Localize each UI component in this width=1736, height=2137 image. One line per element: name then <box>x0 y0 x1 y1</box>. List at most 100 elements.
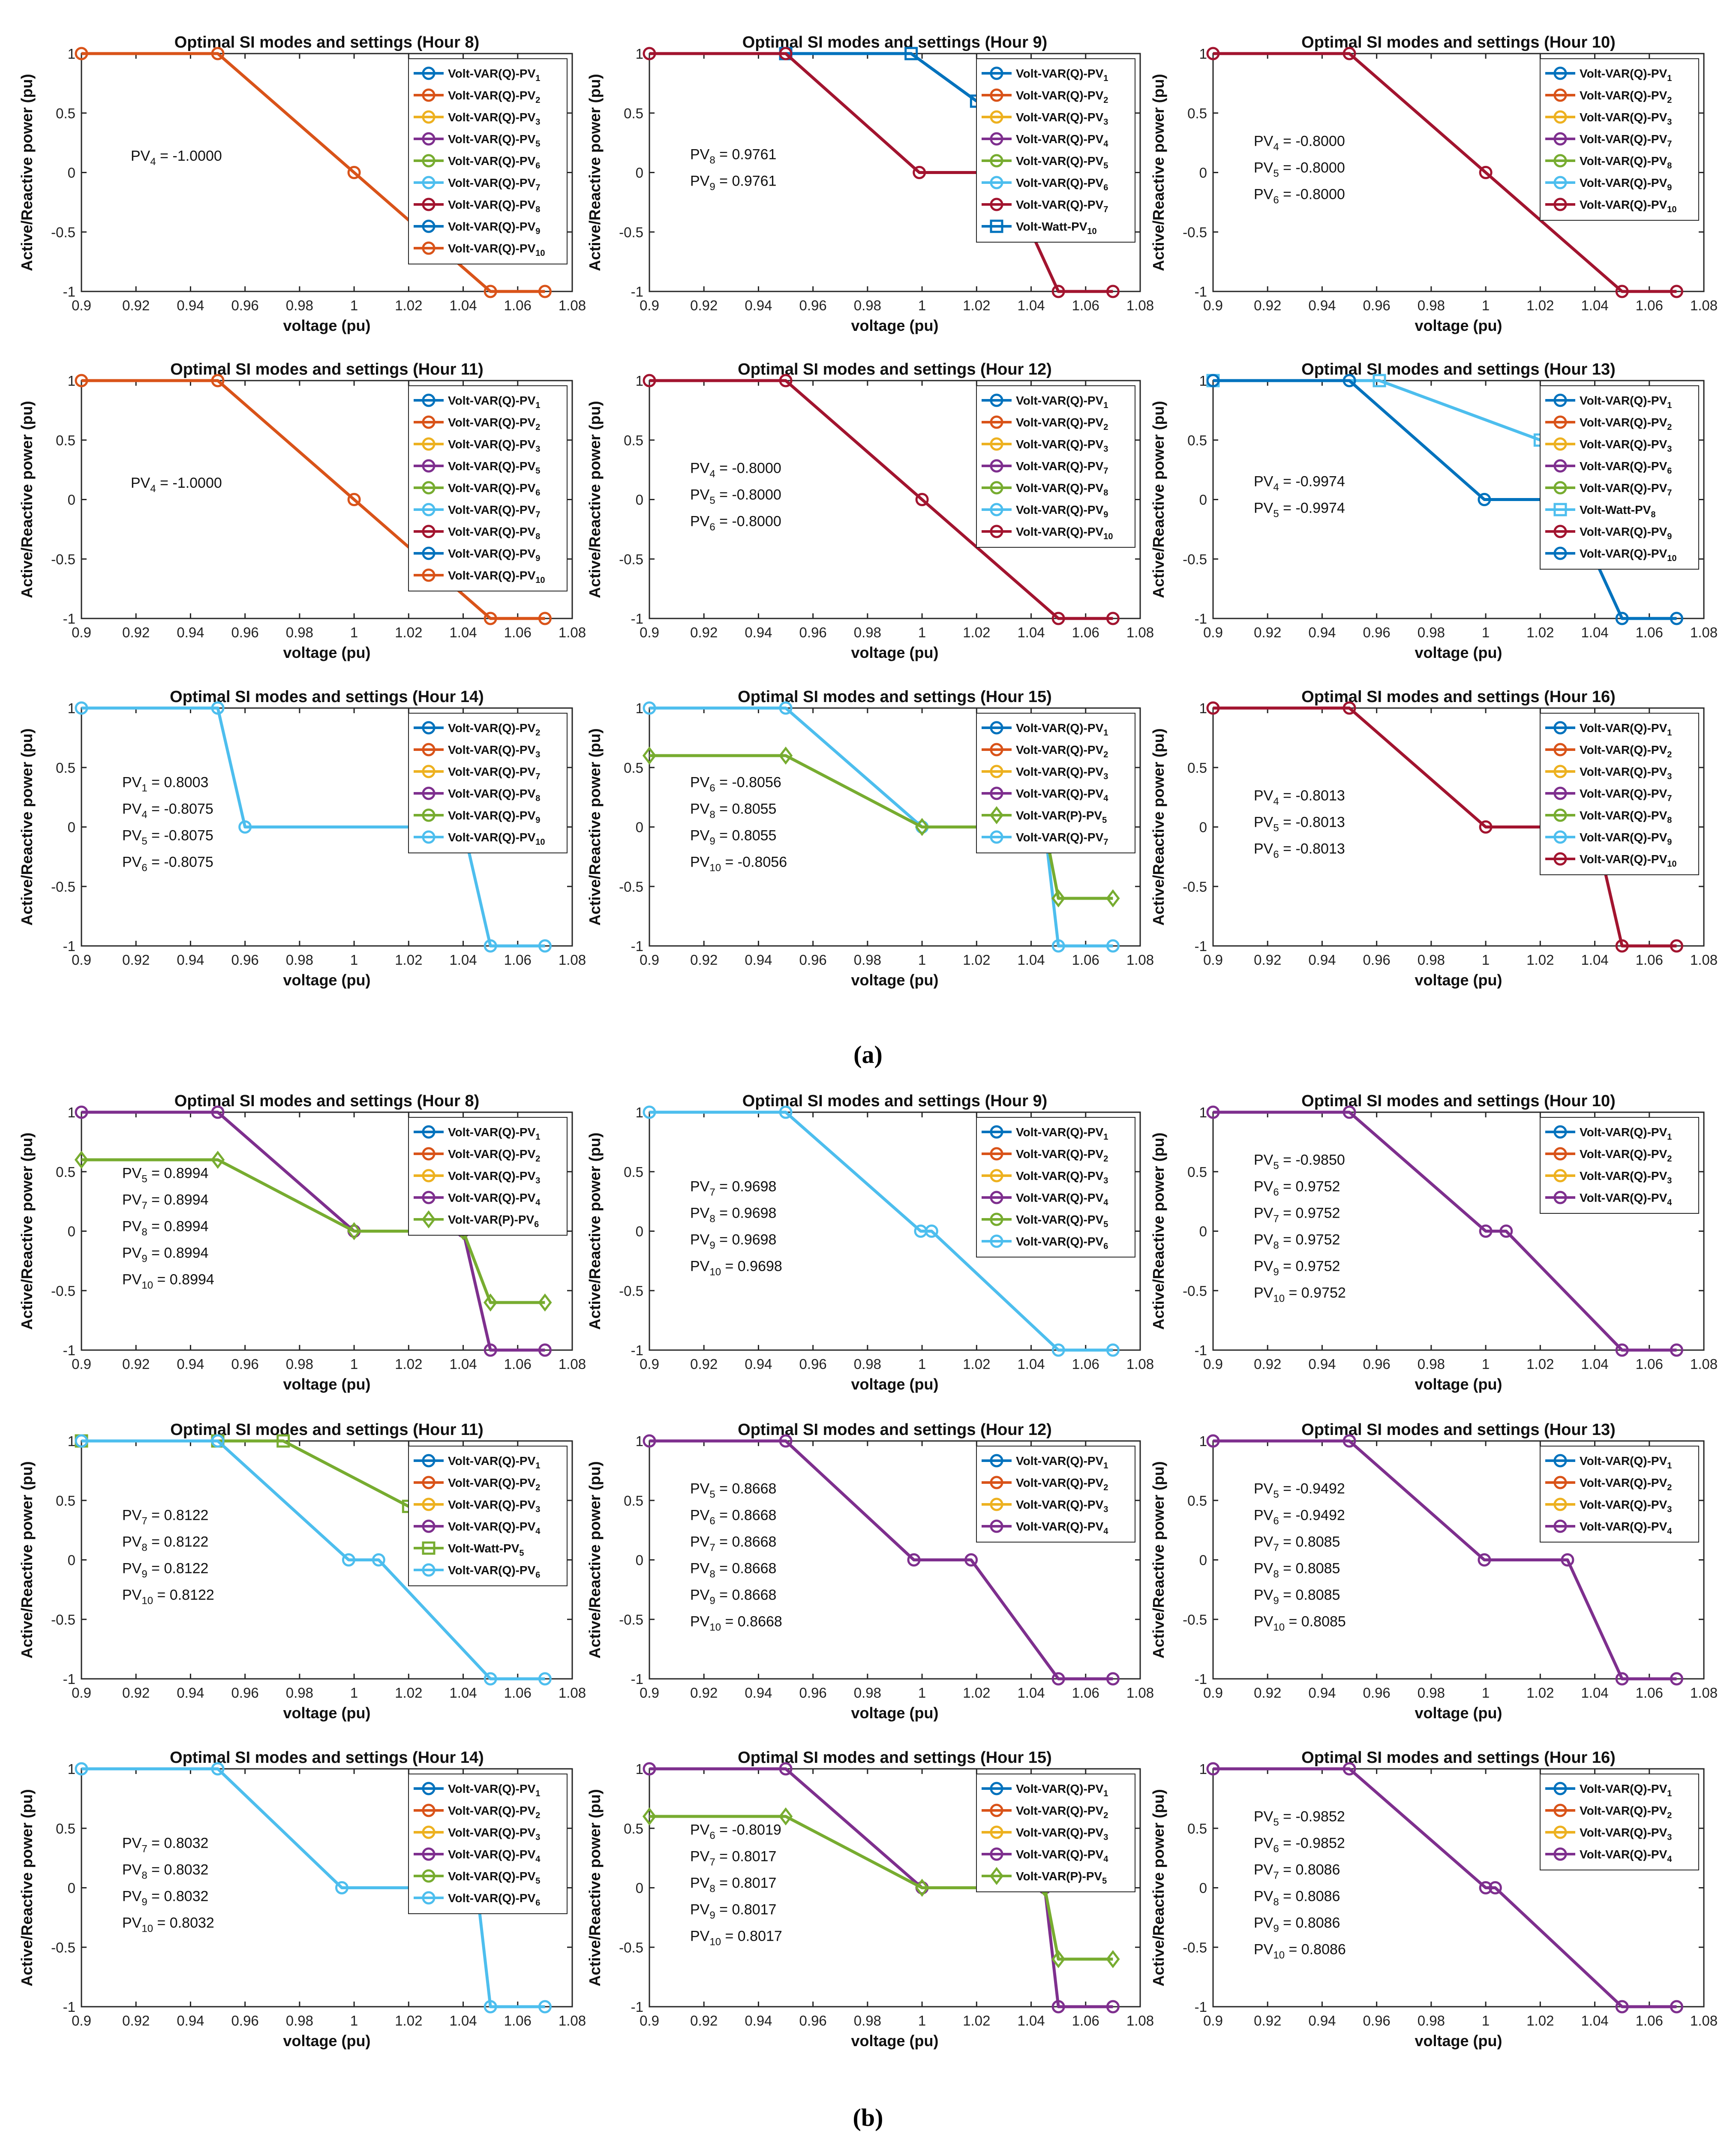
legend-marker <box>1553 481 1567 495</box>
x-tick-label: 0.9 <box>72 952 91 968</box>
annotation-text: PV8 = 0.9698 <box>690 1205 776 1225</box>
x-tick-label: 1.02 <box>963 1356 990 1372</box>
data-point <box>211 1434 225 1448</box>
annotation-text: PV9 = 0.8085 <box>1254 1587 1340 1607</box>
series-line-2 <box>1213 379 1677 620</box>
data-point <box>1051 1343 1065 1357</box>
legend-marker <box>422 1125 436 1139</box>
annotation-text: PV8 = 0.9752 <box>1254 1232 1340 1252</box>
panel-5: Optimal SI modes and settings (Hour 12) 0… <box>586 360 1154 661</box>
data-point <box>538 612 552 625</box>
annotation-text: PV4 = -0.9974 <box>1254 474 1345 493</box>
legend-marker <box>422 1476 436 1489</box>
x-tick-label: 0.9 <box>640 297 659 313</box>
legend-entry: Volt-VAR(Q)-PV2 <box>448 1804 540 1820</box>
y-tick-label: -0.5 <box>51 551 75 567</box>
legend-entry: Volt-VAR(Q)-PV2 <box>1580 1804 1672 1820</box>
data-point <box>1106 1950 1120 1969</box>
legend-entry: Volt-VAR(Q)-PV1 <box>1580 721 1672 738</box>
panel-12: Optimal SI modes and settings (Hour 10) 0… <box>1150 1092 1718 1393</box>
data-point <box>75 1105 88 1119</box>
y-tick-label: -0.5 <box>51 1939 75 1955</box>
y-tick-label: -1 <box>63 1671 75 1687</box>
x-tick-label: 0.94 <box>1308 297 1336 313</box>
x-tick-label: 0.9 <box>72 297 91 313</box>
x-tick-label: 0.96 <box>231 2013 259 2029</box>
x-tick-label: 1.08 <box>559 1685 586 1701</box>
legend-entry: Volt-VAR(Q)-PV10 <box>448 831 545 847</box>
legend-entry: Volt-VAR(Q)-PV2 <box>448 416 540 432</box>
annotation-text: PV7 = 0.8086 <box>1254 1862 1340 1882</box>
y-tick-label: 0 <box>1199 1552 1207 1568</box>
y-tick-label: 0 <box>68 165 75 181</box>
legend-entry: Volt-VAR(Q)-PV6 <box>1580 459 1672 476</box>
legend-marker <box>1553 393 1567 407</box>
legend-entry: Volt-VAR(Q)-PV7 <box>448 503 540 519</box>
annotation-text: PV9 = 0.8032 <box>122 1888 208 1908</box>
legend-marker <box>1553 1125 1567 1139</box>
data-point <box>1670 1343 1683 1357</box>
series-line-1 <box>649 379 1113 620</box>
legend-marker <box>1553 525 1567 538</box>
x-tick-label: 1.06 <box>1072 1685 1099 1701</box>
x-tick-label: 0.96 <box>1363 2013 1391 2029</box>
x-tick-label: 0.9 <box>640 1685 659 1701</box>
x-tick-label: 0.96 <box>799 1356 827 1372</box>
data-point <box>1561 1553 1574 1567</box>
series-line-1 <box>1213 52 1677 293</box>
legend-marker <box>990 743 1003 756</box>
legend-entry: Volt-VAR(Q)-PV3 <box>1580 765 1672 781</box>
legend-entry: Volt-VAR(Q)-PV3 <box>448 111 540 127</box>
x-tick-label: 0.9 <box>72 1356 91 1372</box>
y-tick-label: 1 <box>636 46 643 62</box>
legend-marker <box>990 1213 1003 1226</box>
y-tick-label: 0.5 <box>624 432 643 448</box>
data-point <box>75 701 88 715</box>
annotation-text: PV9 = 0.8017 <box>690 1902 776 1921</box>
panel-13: Optimal SI modes and settings (Hour 11)0… <box>18 1421 586 1722</box>
y-tick-label: 1 <box>68 1105 75 1120</box>
data-point <box>643 701 656 715</box>
y-axis-label: Active/Reactive power (pu) <box>586 1461 604 1658</box>
x-tick-label: 0.94 <box>177 1356 204 1372</box>
panel-8: Optimal SI modes and settings (Hour 15) 0… <box>586 688 1154 989</box>
legend-entry: Volt-VAR(Q)-PV1 <box>448 1126 540 1142</box>
y-tick-label: 0 <box>68 1880 75 1896</box>
data-point <box>347 1222 361 1240</box>
legend-marker <box>422 132 436 146</box>
y-tick-label: 1 <box>636 1761 643 1777</box>
legend-box <box>976 1117 1135 1258</box>
legend-marker <box>990 66 1003 80</box>
y-axis-label: Active/Reactive power (pu) <box>1150 1132 1167 1330</box>
legend-entry: Volt-VAR(Q)-PV1 <box>1016 1782 1108 1798</box>
x-tick-label: 1 <box>350 1356 358 1372</box>
annotation-text: PV5 = -0.8075 <box>122 828 213 847</box>
data-point <box>538 1672 552 1686</box>
x-axis-label: voltage (pu) <box>283 317 371 334</box>
y-tick-label: 0 <box>1199 819 1207 835</box>
legend-marker <box>990 481 1003 495</box>
data-point <box>372 1553 385 1567</box>
annotation-text: PV10 = 0.8994 <box>122 1272 214 1291</box>
legend-marker <box>990 1804 1003 1817</box>
legend-entry: Volt-VAR(Q)-PV3 <box>1016 438 1108 454</box>
data-point <box>75 374 88 387</box>
annotation-text: PV7 = 0.8122 <box>122 1507 208 1527</box>
data-point <box>1106 2000 1120 2014</box>
x-tick-label: 1.08 <box>559 1356 586 1372</box>
data-point <box>925 1225 938 1238</box>
legend-entry: Volt-VAR(Q)-PV7 <box>1016 831 1108 847</box>
x-axis-label: voltage (pu) <box>283 1704 371 1722</box>
panel-14: Optimal SI modes and settings (Hour 12) 0… <box>586 1421 1154 1722</box>
legend-entry: Volt-VAR(Q)-PV10 <box>448 569 545 585</box>
x-tick-label: 0.9 <box>1203 952 1223 968</box>
x-tick-label: 0.9 <box>640 2013 659 2029</box>
series-line-2 <box>81 1439 545 1681</box>
legend-entry: Volt-VAR(Q)-PV1 <box>1580 1782 1672 1798</box>
annotation-text: PV7 = 0.8668 <box>690 1534 776 1554</box>
x-tick-label: 1.06 <box>1636 1356 1663 1372</box>
legend-marker <box>422 786 436 800</box>
x-tick-label: 0.94 <box>745 1685 772 1701</box>
y-axis-label: Active/Reactive power (pu) <box>18 401 36 598</box>
y-tick-label: -1 <box>63 284 75 300</box>
